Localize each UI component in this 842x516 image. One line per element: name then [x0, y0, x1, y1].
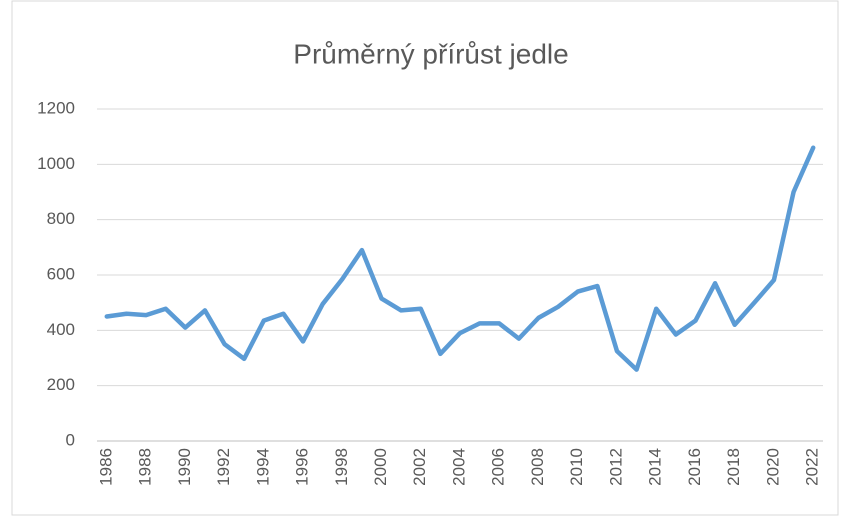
x-tick-label: 1996 [293, 448, 312, 486]
x-tick-label: 2014 [646, 448, 665, 486]
y-tick-label: 400 [47, 320, 75, 339]
y-tick-label: 600 [47, 264, 75, 283]
y-tick-label: 800 [47, 209, 75, 228]
x-tick-label: 2004 [449, 448, 468, 486]
y-tick-label: 1000 [37, 154, 75, 173]
chart-title: Průměrný přírůst jedle [293, 38, 568, 69]
x-tick-label: 2006 [489, 448, 508, 486]
x-tick-label: 1992 [214, 448, 233, 486]
x-tick-label: 2008 [528, 448, 547, 486]
y-tick-label: 200 [47, 375, 75, 394]
x-tick-label: 1998 [332, 448, 351, 486]
x-tick-label: 2022 [803, 448, 822, 486]
y-tick-label: 1200 [37, 98, 75, 117]
x-tick-label: 1990 [175, 448, 194, 486]
x-tick-label: 2012 [606, 448, 625, 486]
x-tick-label: 1988 [136, 448, 155, 486]
x-tick-label: 1994 [253, 448, 272, 486]
x-tick-label: 2018 [724, 448, 743, 486]
x-tick-label: 1986 [96, 448, 115, 486]
x-tick-label: 2000 [371, 448, 390, 486]
y-tick-label: 0 [66, 430, 75, 449]
chart-frame [11, 0, 839, 516]
data-line [104, 145, 816, 372]
x-tick-label: 2016 [685, 448, 704, 486]
x-tick-label: 2020 [763, 448, 782, 486]
x-tick-label: 2002 [410, 448, 429, 486]
x-tick-label: 2010 [567, 448, 586, 486]
